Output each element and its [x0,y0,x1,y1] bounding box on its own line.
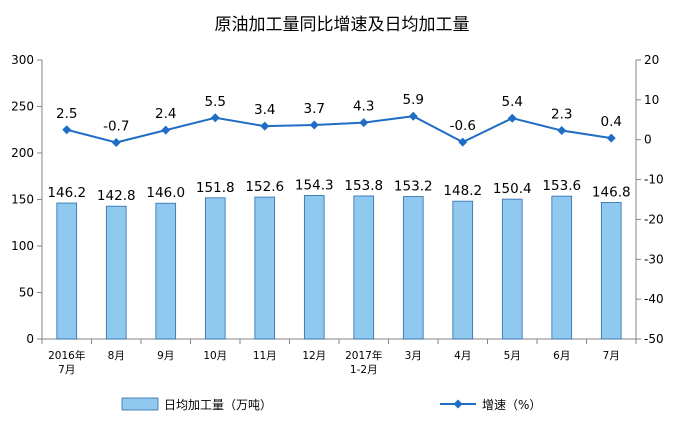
growth-point [507,113,517,123]
growth-point [458,137,468,147]
x-tick-label: 5月 [504,350,521,362]
bar-value-label: 153.8 [344,178,383,194]
bar-value-label: 146.0 [146,185,185,201]
x-tick-label: 1-2月 [350,364,378,376]
growth-value-label: 3.4 [254,102,275,118]
bar-value-label: 142.8 [97,188,136,204]
bar [303,195,325,340]
bar [353,195,375,340]
data-labels: 146.2 142.8 146.0 151.8 152.6 154.3 153.8 153.2… [47,92,630,204]
x-tick-label: 4月 [454,350,471,362]
y-left-tick-label: 50 [19,286,34,300]
y-right-tick-label: 20 [644,53,659,67]
x-tick-label: 3月 [405,350,422,362]
y-right-tick-label: -10 [644,173,664,187]
bar-value-label: 153.6 [542,178,581,194]
legend-line-label: 增速（%） [482,398,541,412]
growth-point [210,113,220,123]
legend-bar-label: 日均加工量（万吨） [164,398,272,412]
x-tick-label: 7月 [603,350,620,362]
y-right-tick-label: 0 [644,133,652,147]
y-left-tick-label: 0 [26,332,34,346]
bar-value-label: 152.6 [245,179,284,195]
x-tick-label: 8月 [108,350,125,362]
bar-value-label: 153.2 [394,179,433,195]
growth-value-label: -0.6 [450,118,476,134]
legend: 日均加工量（万吨） 增速（%） [121,397,541,412]
bar [254,196,276,340]
growth-value-label: 5.5 [205,94,226,110]
x-tick-label: 9月 [157,350,174,362]
x-tick-label: 6月 [553,350,570,362]
y-right-tick-label: -40 [644,292,664,306]
bars [56,195,622,340]
bar [600,202,622,340]
growth-point [557,126,567,136]
legend-bar-swatch [121,397,159,411]
x-tick-label: 10月 [203,350,227,362]
chart-title: 原油加工量同比增速及日均加工量 [215,15,470,35]
bar-value-label: 146.2 [47,185,86,201]
growth-point [359,118,369,128]
bar-value-label: 150.4 [493,181,532,197]
growth-value-label: 4.3 [353,99,374,115]
bar [155,202,177,340]
y-right-tick-label: -20 [644,212,664,226]
bar-value-label: 146.8 [592,184,631,200]
growth-value-label: 2.5 [56,106,77,122]
growth-point [111,138,121,148]
x-tick-label: 2016年 [48,349,85,362]
growth-value-label: 2.3 [551,107,572,123]
legend-line-marker [453,399,463,409]
bar-value-label: 154.3 [295,178,334,194]
growth-value-label: 2.4 [155,106,176,122]
growth-value-label: 5.4 [502,94,523,110]
bar [105,205,127,340]
y-left-tick-label: 200 [11,146,34,160]
growth-value-label: 5.9 [403,92,424,108]
y-left-tick-label: 300 [11,53,34,67]
y-right-tick-label: -50 [644,332,664,346]
y-right-tick-label: 10 [644,93,659,107]
growth-point [62,125,72,135]
growth-point [161,125,171,135]
y-right-tick-label: -30 [644,252,664,266]
y-left-tick-label: 100 [11,239,34,253]
growth-line [62,111,616,148]
growth-point [260,121,270,131]
bar [402,196,424,340]
bar-value-label: 148.2 [443,183,482,199]
growth-point [309,120,319,130]
y-left-tick-label: 150 [11,193,34,207]
x-tick-label: 11月 [253,350,277,362]
bar [204,197,226,340]
growth-point [408,111,418,121]
bar [452,200,474,340]
growth-value-label: 0.4 [601,114,622,130]
growth-value-label: 3.7 [304,101,325,117]
y-left-tick-label: 250 [11,100,34,114]
growth-point [606,133,616,143]
bar [551,195,573,340]
axes: 0 50 100 150 200 250 300 -50 -40 -30 -20 -10 0 10 20 20… [11,53,664,376]
bar-value-label: 151.8 [196,180,235,196]
growth-value-label: -0.7 [103,119,129,135]
bar [501,198,523,340]
growth-series-line [66,115,612,144]
x-tick-label: 7月 [58,364,75,376]
x-tick-label: 2017年 [345,349,382,362]
x-tick-label: 12月 [302,350,326,362]
bar [56,202,78,340]
